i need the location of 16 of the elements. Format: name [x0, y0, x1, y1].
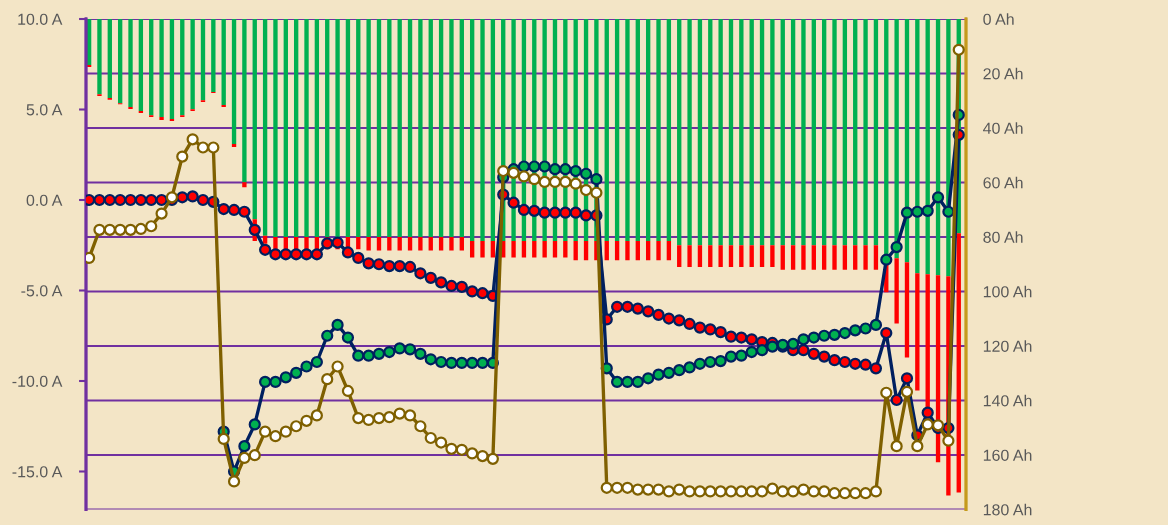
y-tick-label: 10.0 A — [18, 13, 63, 25]
y2-tick-label: 100 Ah — [983, 285, 1032, 298]
y2-tick-label: 0 Ah — [983, 13, 1014, 25]
y2-tick-label: 20 Ah — [983, 67, 1023, 80]
y2-tick-label: 120 Ah — [983, 340, 1032, 352]
y2-tick-label: 180 Ah — [983, 503, 1032, 516]
y2-tick-label: 140 Ah — [983, 394, 1032, 407]
y-tick-label: 0.0 A — [26, 194, 63, 206]
y-tick-label: 5.0 A — [26, 104, 63, 116]
y-tick-label: -5.0 A — [21, 285, 63, 297]
y2-tick-label: 80 Ah — [983, 231, 1023, 243]
y-tick-label: -15.0 A — [12, 466, 63, 478]
y-tick-label: -10.0 A — [12, 375, 63, 387]
y2-tick-label: 40 Ah — [983, 122, 1023, 134]
y2-tick-label: 60 Ah — [983, 176, 1023, 189]
y2-tick-label: 160 Ah — [983, 449, 1032, 461]
